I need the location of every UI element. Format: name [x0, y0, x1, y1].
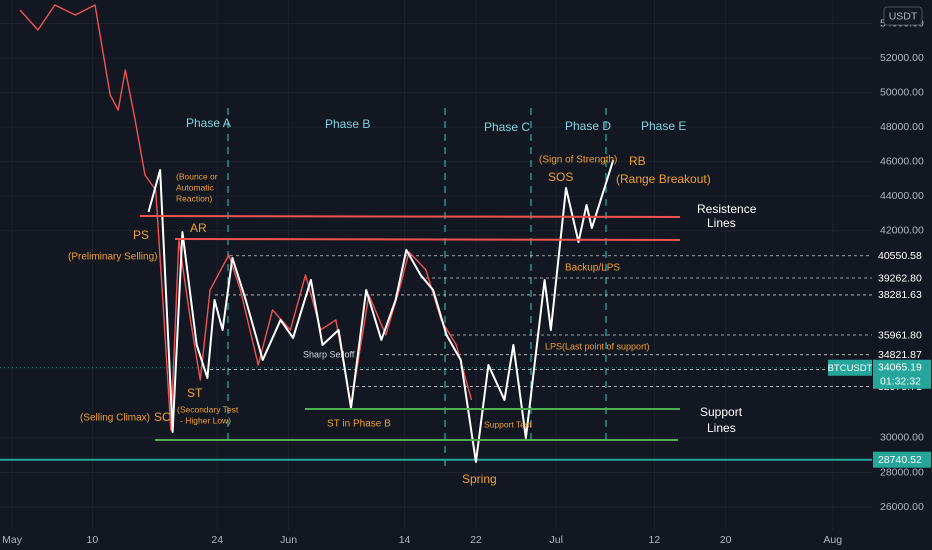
price-box-label: 40550.58 [878, 250, 922, 262]
countdown: 01:32:32 [880, 376, 921, 388]
series [19, 4, 615, 463]
annotation: AR [190, 221, 207, 235]
annotation: ST [187, 386, 203, 400]
price-box [873, 286, 931, 303]
x-tick-label: Jul [549, 534, 562, 546]
annotation: Support Test [484, 419, 532, 429]
symbol-box [828, 359, 872, 376]
x-tick-label: 14 [399, 534, 411, 546]
price-line [147, 159, 615, 463]
annotation: - Higher Low) [180, 415, 231, 425]
annotation: Spring [462, 472, 497, 486]
price-box-label: 38281.63 [878, 289, 922, 301]
price-box-label: 34065.19 [878, 362, 922, 374]
annotation: (Secondary Test [177, 404, 239, 414]
x-tick-label: Aug [823, 534, 842, 546]
annotation: Automatic [176, 182, 215, 192]
price-box [873, 326, 931, 343]
price-box-label: 34821.87 [878, 349, 922, 361]
x-tick-label: 12 [648, 534, 660, 546]
price-box-label: 35961.80 [878, 329, 922, 341]
annotation: PS [133, 228, 149, 242]
y-tick-label: 26000.00 [880, 501, 924, 513]
price-line [19, 4, 473, 431]
annotation: Support [700, 405, 743, 419]
x-tick-label: 24 [211, 534, 223, 546]
price-box [873, 359, 931, 389]
y-tick-label: 52000.00 [880, 52, 924, 64]
currency-label: USDT [889, 10, 918, 22]
y-tick-label: 42000.00 [880, 225, 924, 237]
annotation: Phase E [641, 119, 686, 133]
resistance-line [174, 238, 681, 241]
annotation: SOS [548, 170, 573, 184]
y-tick-label: 48000.00 [880, 121, 924, 133]
x-tick-label: May [2, 534, 23, 546]
price-box-label: 39262.80 [878, 272, 922, 284]
price-box [873, 247, 931, 264]
y-tick-label: 46000.00 [880, 155, 924, 167]
annotation: Lines [707, 216, 736, 230]
currency-box [883, 6, 923, 26]
annotation: SC [154, 410, 171, 424]
annotation: Backup/LPS [565, 263, 620, 274]
annotations: Phase A Phase B Phase C Phase D Phase E (Boun… [68, 116, 757, 486]
annotation: (Range Breakout) [616, 172, 711, 186]
annotation: RB [629, 154, 646, 168]
annotation: (Bounce or [176, 171, 218, 181]
price-box [873, 451, 931, 468]
annotation: Lines [707, 421, 736, 435]
annotation: (Sign of Strength) [539, 155, 617, 166]
x-tick-label: 10 [86, 534, 98, 546]
axes: 26000.00 28000.00 30000.00 42000.00 44000.00… [2, 6, 931, 546]
resistance-line [139, 215, 681, 218]
annotation: LPS(Last point of support) [545, 341, 650, 351]
price-box [873, 269, 931, 286]
y-tick-label: 50000.00 [880, 86, 924, 98]
annotation: (Preliminary Selling) [68, 252, 157, 263]
annotation: ST in Phase B [327, 419, 391, 430]
symbol-label: BTCUSDT [828, 363, 873, 374]
grid [0, 0, 872, 530]
price-levels [0, 255, 872, 461]
annotation: Reaction) [176, 193, 213, 203]
price-box [873, 346, 931, 363]
annotation: Phase D [565, 119, 611, 133]
annotation: Resistence [697, 202, 757, 216]
annotation: Phase A [186, 116, 231, 130]
annotation: Phase C [484, 120, 530, 134]
annotation: Sharp Selloff [303, 349, 355, 359]
y-tick-label: 28000.00 [880, 466, 924, 478]
time-axis [0, 530, 932, 550]
annotation: Phase B [325, 117, 370, 131]
x-tick-label: 20 [720, 534, 732, 546]
y-tick-label: 44000.00 [880, 190, 924, 202]
annotation: (Selling Climax) [80, 413, 150, 424]
x-tick-label: Jun [280, 534, 297, 546]
y-tick-label: 30000.00 [880, 432, 924, 444]
x-tick-label: 22 [470, 534, 482, 546]
range-lines [139, 215, 681, 441]
price-box-label: 28740.52 [878, 454, 922, 466]
